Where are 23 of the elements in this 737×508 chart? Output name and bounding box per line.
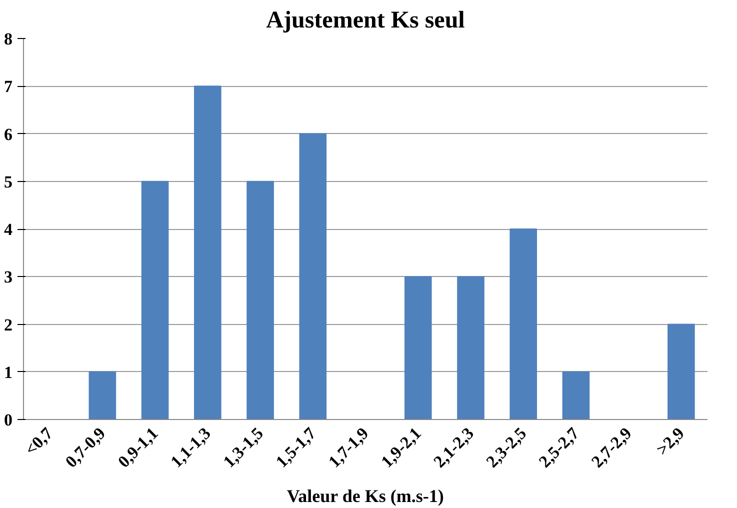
bar bbox=[510, 228, 537, 420]
bar bbox=[194, 86, 222, 420]
x-tick-label: <0,7 bbox=[21, 423, 57, 460]
y-tick-label: 3 bbox=[4, 268, 12, 287]
bar bbox=[562, 371, 590, 420]
bar bbox=[299, 133, 327, 420]
y-tick-label: 0 bbox=[4, 410, 12, 430]
bar bbox=[246, 180, 274, 420]
y-tick-label: 5 bbox=[4, 172, 12, 192]
y-tick-label: 6 bbox=[4, 124, 12, 144]
bar bbox=[88, 371, 116, 420]
y-tick-label: 2 bbox=[4, 315, 12, 334]
bar bbox=[457, 276, 484, 420]
y-tick-label: 4 bbox=[4, 220, 13, 239]
chart-title: Ajustement Ks seul bbox=[266, 8, 466, 34]
y-tick-label: 8 bbox=[4, 30, 12, 48]
y-tick-label: 7 bbox=[4, 77, 13, 96]
bar bbox=[141, 180, 169, 420]
bar bbox=[404, 276, 432, 420]
x-tick-label: >2,9 bbox=[652, 424, 688, 460]
x-axis-title: Valeur de Ks (m.s-1) bbox=[286, 486, 444, 506]
bar bbox=[668, 324, 695, 420]
y-tick-label: 1 bbox=[4, 362, 12, 382]
